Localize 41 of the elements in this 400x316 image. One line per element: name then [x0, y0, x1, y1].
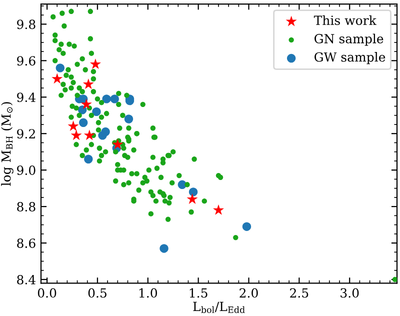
y-tick-label: 8.4 [17, 274, 36, 284]
point [242, 222, 252, 231]
x-tick-label: 3.0 [340, 288, 359, 298]
point [82, 78, 94, 90]
point [70, 130, 82, 140]
y-tick-label: 9.4 [17, 92, 36, 102]
legend-label: GN sample [314, 34, 384, 46]
y-tick-label: 9.8 [17, 20, 36, 30]
point [160, 244, 168, 253]
point [56, 64, 65, 72]
point [188, 188, 198, 196]
point [212, 204, 224, 215]
x-tick-label: 0.5 [88, 288, 106, 298]
legend-label: GW sample [314, 52, 386, 64]
y-tick-label: 9.2 [17, 129, 35, 139]
point [112, 138, 124, 150]
point [79, 118, 88, 127]
point [186, 193, 198, 204]
point [124, 114, 134, 124]
point [102, 94, 111, 104]
point [98, 131, 107, 140]
y-tick-label: 8.8 [17, 202, 36, 212]
point [84, 130, 95, 140]
y-tick-label: 9.6 [17, 56, 36, 66]
x-tick-label: 1.0 [139, 288, 158, 298]
y-axis-title: log M$_{BH}$ (M$_{⊙}$) [1, 102, 14, 186]
point [90, 58, 101, 69]
legend-label: This work [314, 15, 376, 26]
point [68, 120, 79, 131]
x-tick-label: 1.5 [190, 288, 208, 298]
x-tick-label: 2.0 [240, 288, 258, 298]
point [84, 154, 93, 164]
x-tick-label: 0.0 [38, 288, 56, 298]
x-axis-title: L$_{bol}$/L$_{Edd}$ [193, 302, 245, 314]
x-tick-label: 2.5 [290, 288, 308, 298]
point [80, 98, 92, 110]
point [92, 107, 101, 116]
y-tick-label: 8.6 [17, 238, 36, 248]
point [110, 94, 119, 104]
point [52, 73, 63, 84]
y-tick-label: 9.0 [17, 166, 36, 175]
